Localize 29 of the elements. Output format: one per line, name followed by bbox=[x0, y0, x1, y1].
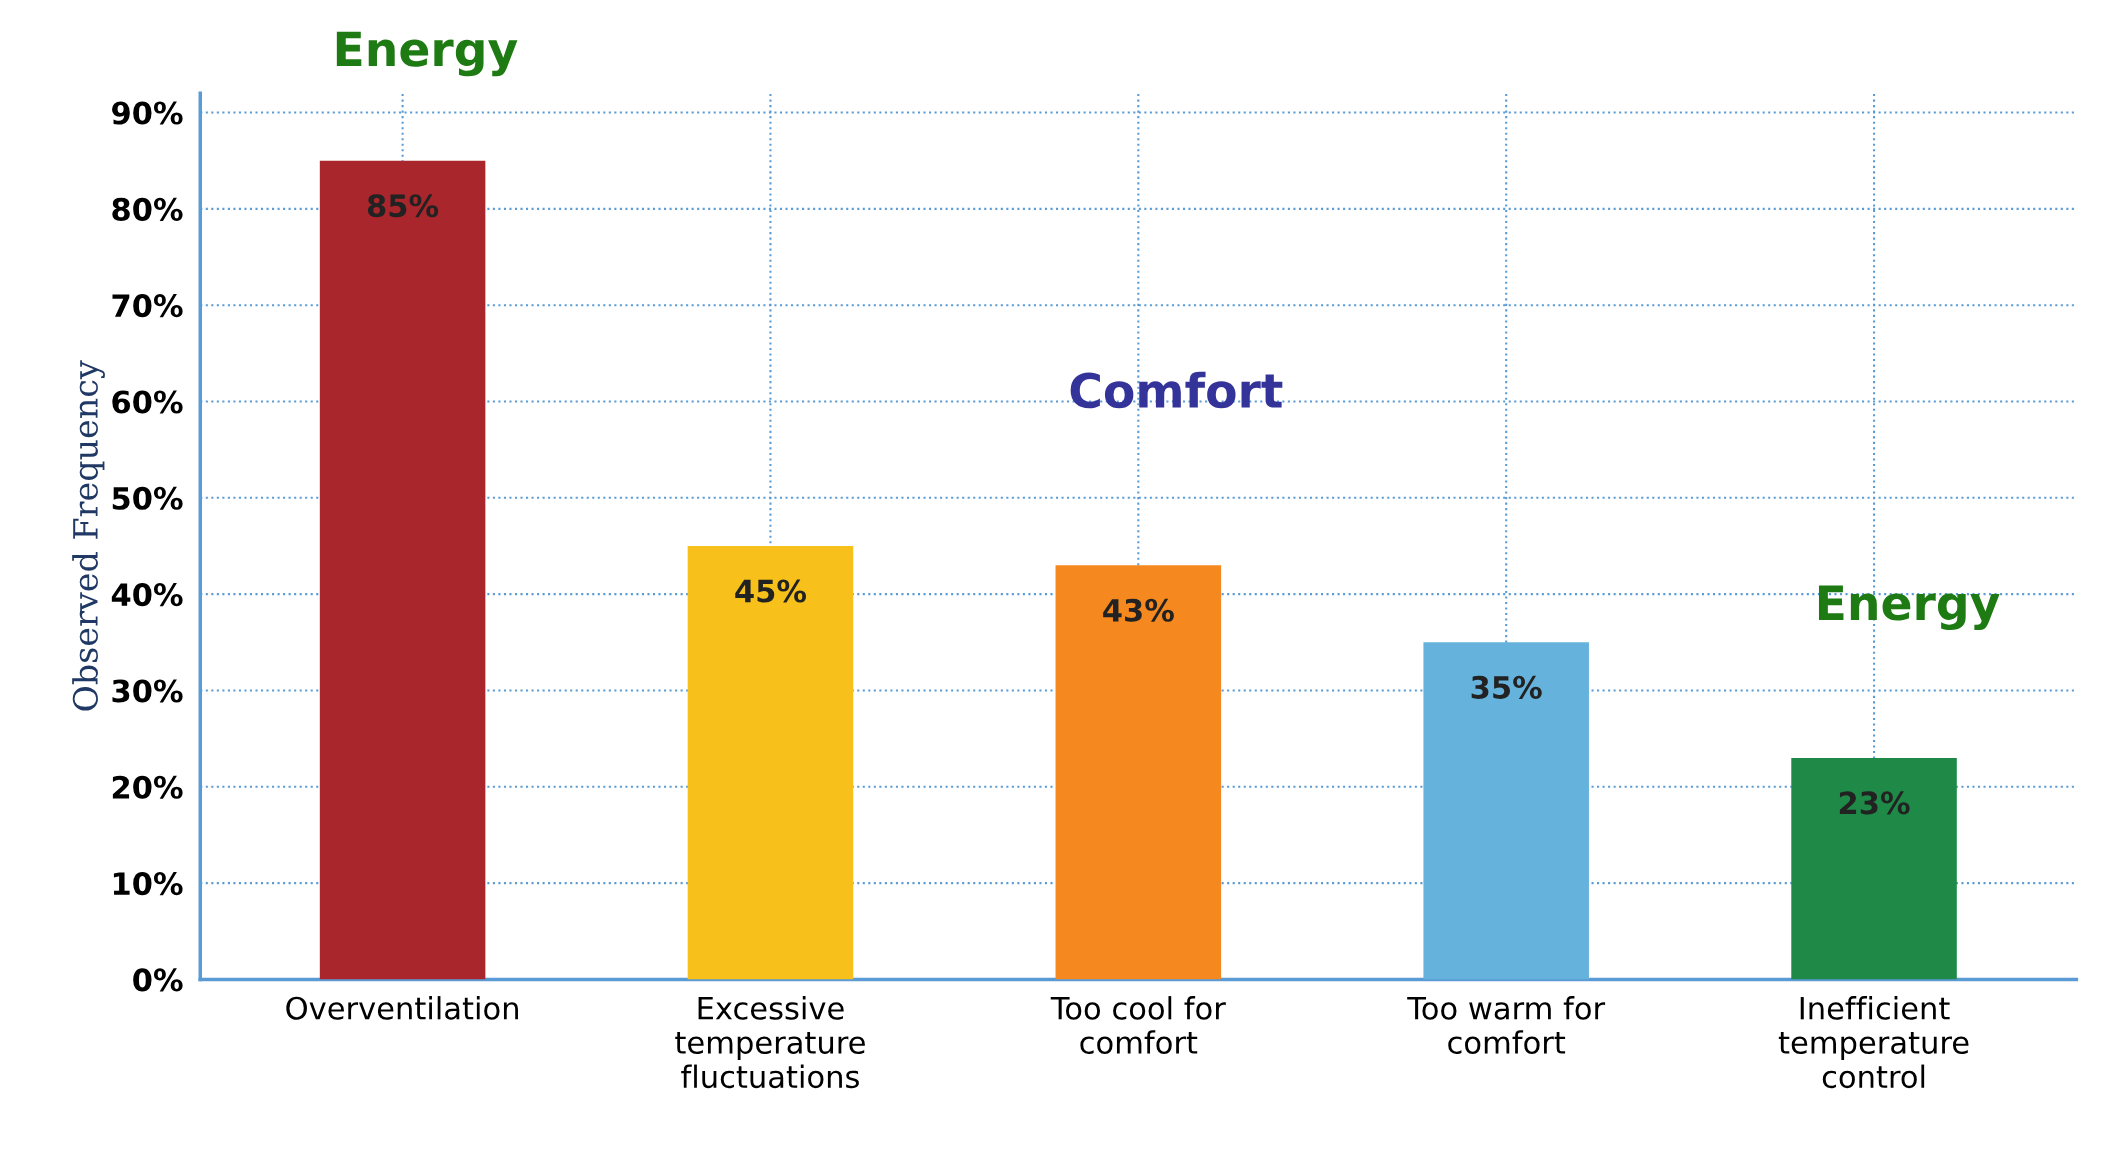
data-label: 85% bbox=[367, 194, 439, 218]
y-tick-label: 80% bbox=[112, 197, 183, 221]
y-tick-label: 30% bbox=[112, 679, 183, 703]
y-tick-label: 40% bbox=[111, 583, 183, 607]
x-tick-label: Inefficient temperature control bbox=[1778, 996, 1969, 1089]
annotation: Comfort bbox=[1070, 371, 1283, 409]
data-label: 43% bbox=[1103, 598, 1174, 622]
text: Energy bbox=[336, 31, 518, 77]
x-tick-label: Too warm for comfort bbox=[1407, 996, 1606, 1054]
y-tick-label: 0% bbox=[133, 968, 183, 992]
y-tick-label: 10% bbox=[113, 872, 183, 896]
bar bbox=[319, 160, 486, 980]
x-tick-label: Too cool for comfort bbox=[1050, 996, 1226, 1054]
bar bbox=[1791, 757, 1957, 980]
x-tick-label: Excessive temperature fluctuations bbox=[675, 996, 865, 1089]
y-tick-label: 90% bbox=[112, 101, 183, 125]
x-tick-label: Overventilation bbox=[286, 996, 518, 1020]
bar bbox=[1055, 565, 1222, 980]
annotation: Energy bbox=[1818, 585, 2000, 631]
bar bbox=[1423, 642, 1589, 980]
data-label: 23% bbox=[1839, 791, 1910, 815]
y-axis-title: Observed Frequency bbox=[72, 360, 105, 711]
y-tick-label: 70% bbox=[112, 294, 183, 318]
y-tick-label: 60% bbox=[112, 390, 183, 414]
y-tick-label: 50% bbox=[112, 486, 183, 510]
data-label: 35% bbox=[1471, 675, 1542, 699]
data-label: 45% bbox=[735, 579, 807, 603]
y-tick-label: 20% bbox=[112, 775, 183, 799]
bar bbox=[687, 545, 854, 980]
